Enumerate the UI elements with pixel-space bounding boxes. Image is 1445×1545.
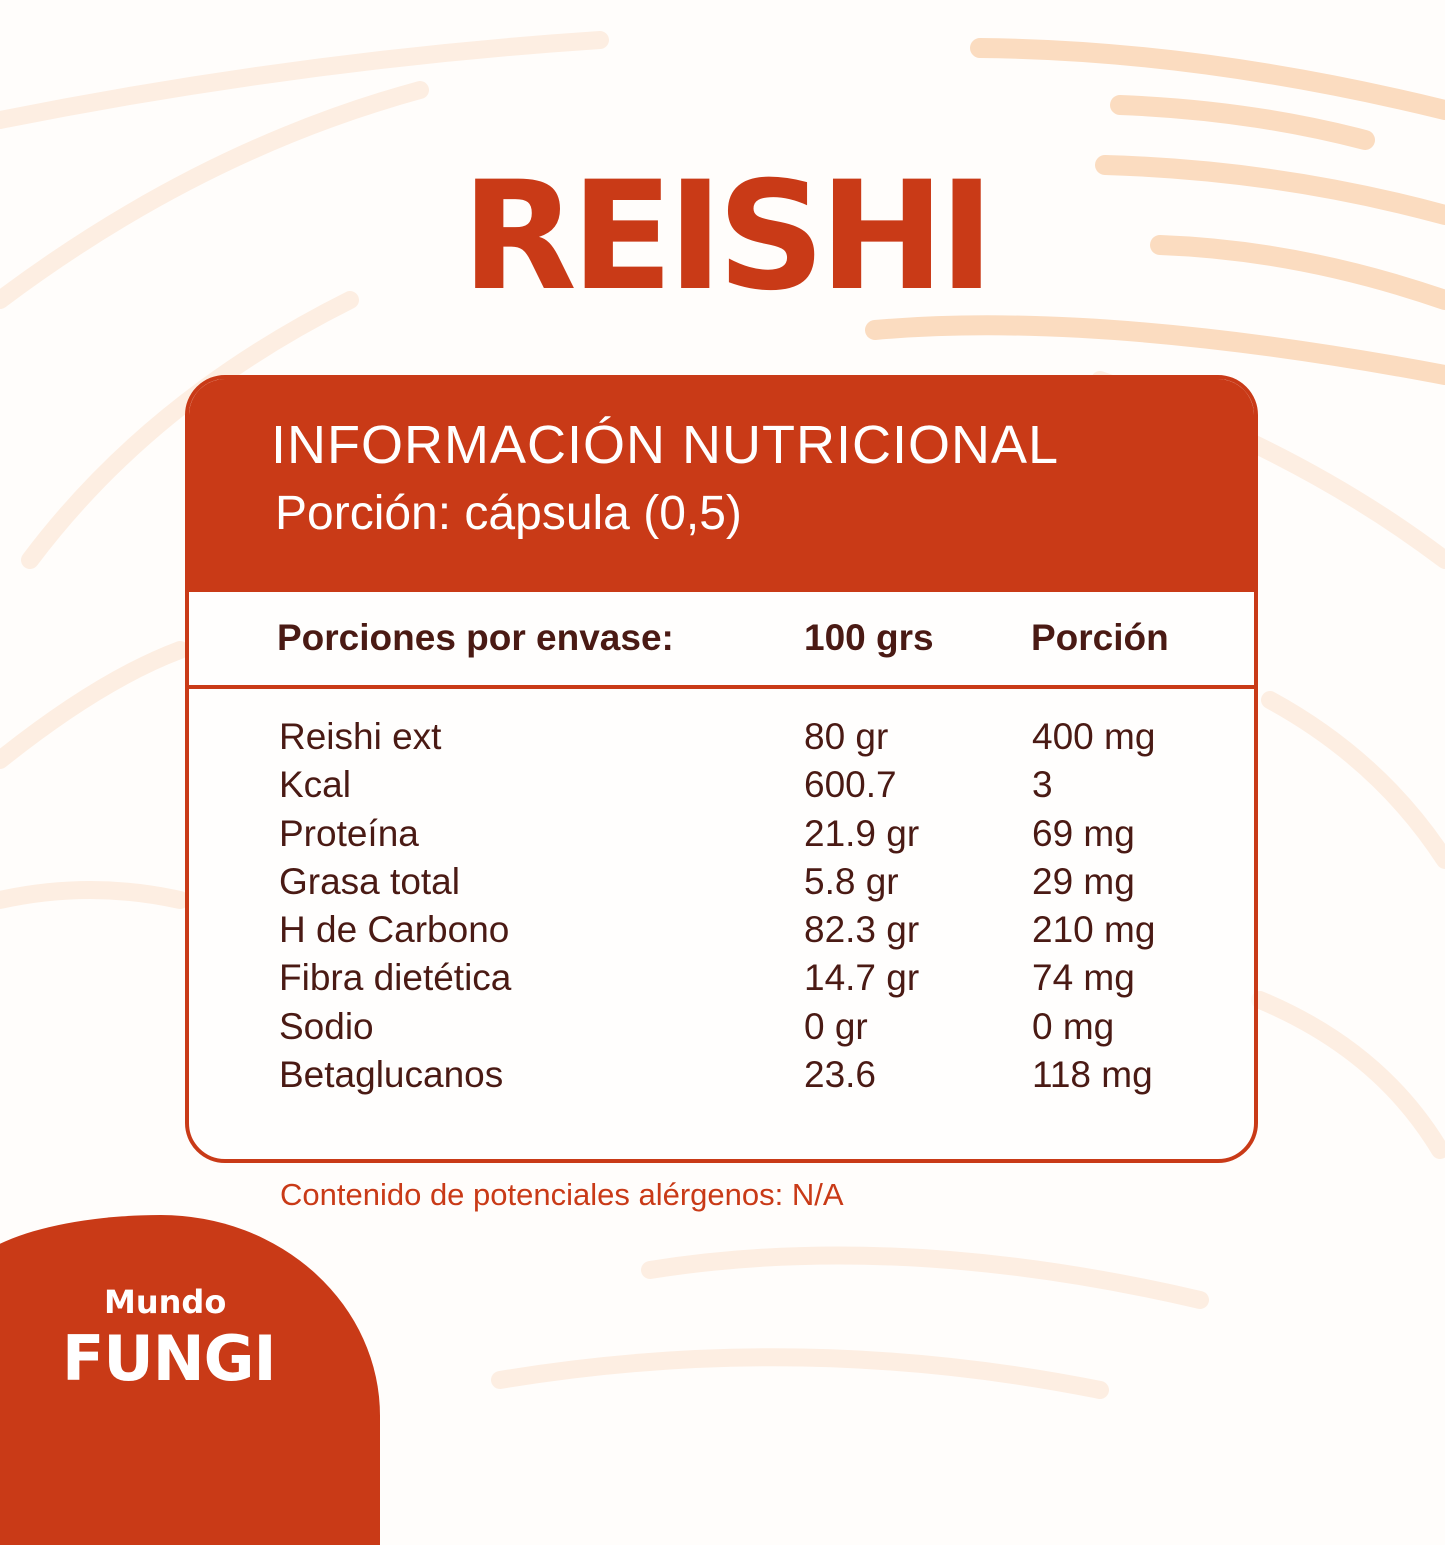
column-header-portion: Porción [1031, 617, 1169, 658]
column-header-servings: Porciones por envase: [277, 617, 674, 658]
nutrient-name: Reishi ext [279, 716, 442, 757]
allergen-note: Contenido de potenciales alérgenos: N/A [280, 1177, 844, 1212]
value-100g: 23.6 [804, 1054, 877, 1096]
nutrient-name: Sodio [279, 1005, 374, 1047]
mundo-fungi-logo: Mundo FUNGI [62, 1282, 277, 1396]
logo-line1: Mundo [104, 1283, 227, 1321]
value-100g: 5.8 gr [804, 860, 899, 902]
table-header: Porciones por envase: 100 grs Porción [189, 592, 1254, 689]
serving-size: Porción: cápsula (0,5) [275, 487, 742, 540]
value-100g: 600.7 [804, 764, 897, 806]
nutrient-name: Kcal [279, 764, 351, 806]
value-portion: 29 mg [1032, 860, 1135, 902]
value-portion: 0 mg [1032, 1005, 1115, 1047]
value-portion: 118 mg [1032, 1054, 1153, 1096]
value-100g: 0 gr [804, 1005, 868, 1047]
logo-line2: FUNGI [62, 1322, 277, 1395]
value-100g: 14.7 gr [804, 957, 920, 999]
column-header-100g: 100 grs [804, 617, 934, 658]
value-100g: 21.9 gr [804, 812, 920, 854]
value-100g: 82.3 gr [804, 909, 920, 951]
value-portion: 3 [1032, 764, 1053, 806]
nutrient-name: Fibra dietética [279, 957, 512, 999]
value-portion: 210 mg [1032, 909, 1156, 951]
value-portion: 74 mg [1032, 957, 1135, 999]
nutrient-name: Betaglucanos [279, 1054, 504, 1096]
panel-header: INFORMACIÓN NUTRICIONAL Porción: cápsula… [189, 379, 1254, 592]
nutrition-rows: Reishi ext 80 gr 400 mg Kcal 600.7 3 Proteína 2… [189, 715, 1254, 1101]
table-row: Fibra dietética 14.7 gr 74 mg [189, 956, 1254, 1004]
value-portion: 400 mg [1032, 716, 1156, 757]
table-row: H de Carbono 82.3 gr 210 mg [189, 908, 1254, 956]
table-row: Betaglucanos 23.6 118 mg [189, 1053, 1254, 1101]
product-title: REISHI [461, 150, 994, 324]
table-row: Reishi ext 80 gr 400 mg [189, 715, 1254, 763]
value-100g: 80 gr [804, 716, 889, 757]
nutrient-name: Grasa total [279, 860, 460, 902]
panel-title: INFORMACIÓN NUTRICIONAL [271, 415, 1060, 475]
nutrition-panel: INFORMACIÓN NUTRICIONAL Porción: cápsula… [185, 375, 1258, 1163]
nutrient-name: Proteína [279, 812, 419, 854]
nutrient-name: H de Carbono [279, 909, 510, 951]
table-row: Sodio 0 gr 0 mg [189, 1005, 1254, 1053]
table-row: Kcal 600.7 3 [189, 763, 1254, 811]
value-portion: 69 mg [1032, 812, 1135, 854]
table-row: Grasa total 5.8 gr 29 mg [189, 860, 1254, 908]
background-pattern [0, 31, 1445, 1399]
table-row: Proteína 21.9 gr 69 mg [189, 812, 1254, 860]
